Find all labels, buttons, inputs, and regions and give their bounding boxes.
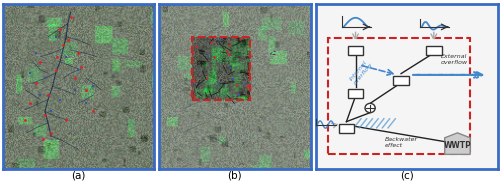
Circle shape: [365, 103, 375, 113]
Point: [192, 44, 200, 47]
Point: [188, 83, 196, 86]
Point: [224, 49, 232, 52]
Point: [242, 83, 250, 86]
Text: External
overflow: External overflow: [440, 54, 468, 65]
Point: [233, 83, 241, 86]
Point: [56, 98, 64, 101]
Bar: [328, 39, 470, 154]
Point: [52, 68, 60, 71]
Point: [47, 131, 55, 134]
X-axis label: (a): (a): [71, 171, 86, 181]
Point: [230, 78, 237, 81]
Point: [203, 76, 211, 79]
Bar: [426, 46, 442, 55]
Point: [62, 118, 70, 121]
Point: [204, 54, 212, 57]
Point: [235, 94, 243, 97]
Point: [26, 102, 34, 105]
Point: [90, 85, 98, 88]
Point: [90, 110, 98, 113]
Text: WWTP: WWTP: [444, 141, 471, 150]
Point: [78, 65, 86, 68]
Point: [72, 88, 80, 91]
Point: [215, 82, 223, 85]
Point: [189, 51, 197, 54]
Point: [36, 93, 44, 96]
Point: [243, 85, 251, 88]
Point: [190, 94, 198, 97]
Point: [40, 138, 48, 141]
Point: [236, 38, 244, 41]
Bar: [348, 46, 364, 55]
Point: [72, 77, 80, 80]
Bar: [192, 37, 250, 100]
Point: [244, 70, 252, 73]
Point: [82, 88, 90, 91]
Point: [26, 72, 34, 75]
Point: [189, 76, 197, 79]
Point: [62, 55, 70, 58]
Point: [59, 44, 67, 46]
X-axis label: (c): (c): [400, 171, 413, 181]
Point: [36, 60, 44, 63]
Point: [190, 79, 198, 82]
Point: [52, 35, 60, 38]
Point: [207, 41, 215, 44]
Bar: [338, 124, 354, 133]
Point: [56, 27, 64, 30]
Point: [32, 82, 40, 85]
Point: [44, 93, 52, 96]
Point: [53, 55, 61, 58]
Point: [74, 52, 82, 55]
Text: Internal
overflow: Internal overflow: [348, 58, 374, 85]
Point: [226, 53, 234, 56]
Point: [216, 38, 224, 41]
Bar: [394, 76, 409, 85]
Point: [64, 39, 72, 42]
Point: [66, 15, 74, 18]
Point: [210, 55, 218, 58]
Bar: [348, 89, 364, 99]
Point: [226, 66, 234, 69]
X-axis label: (b): (b): [228, 171, 242, 181]
Text: Backwater
effect: Backwater effect: [384, 137, 418, 148]
Polygon shape: [444, 133, 470, 154]
Point: [47, 110, 55, 113]
Point: [224, 43, 232, 46]
Point: [32, 52, 40, 55]
Point: [41, 77, 49, 80]
Point: [41, 113, 49, 116]
Point: [21, 118, 29, 121]
Point: [82, 102, 90, 105]
Point: [74, 68, 82, 71]
